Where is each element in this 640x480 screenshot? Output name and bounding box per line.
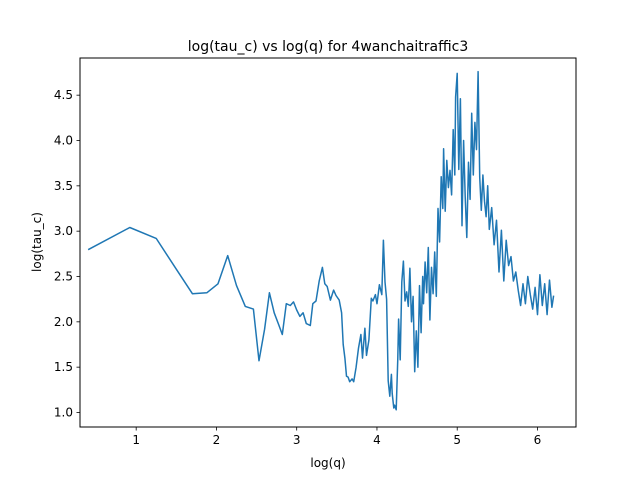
- y-axis-label: log(tau_c): [30, 212, 44, 272]
- y-tick-label: 4.0: [54, 134, 73, 148]
- x-tick-label: 3: [293, 433, 301, 447]
- plot-area: [87, 70, 555, 411]
- y-tick-label: 2.5: [54, 269, 73, 283]
- y-tick-label: 1.5: [54, 360, 73, 374]
- x-tick-label: 4: [373, 433, 381, 447]
- y-tick-label: 3.5: [54, 179, 73, 193]
- x-tick-label: 1: [132, 433, 140, 447]
- x-tick-label: 2: [213, 433, 221, 447]
- y-tick-label: 1.0: [54, 405, 73, 419]
- x-axis-label: log(q): [310, 456, 345, 470]
- chart-title: log(tau_c) vs log(q) for 4wanchaitraffic…: [188, 39, 469, 55]
- plot-frame: [79, 57, 577, 428]
- y-tick-label: 4.5: [54, 88, 73, 102]
- x-tick-label: 6: [534, 433, 542, 447]
- y-tick-label: 3.0: [54, 224, 73, 238]
- y-axis: 1.0 1.5 2.0 2.5 3.0 3.5 4.0 4.5: [54, 88, 80, 419]
- x-tick-label: 5: [453, 433, 461, 447]
- y-tick-label: 2.0: [54, 315, 73, 329]
- series-line-0: [87, 70, 555, 411]
- x-axis: 1 2 3 4 5 6: [132, 427, 541, 447]
